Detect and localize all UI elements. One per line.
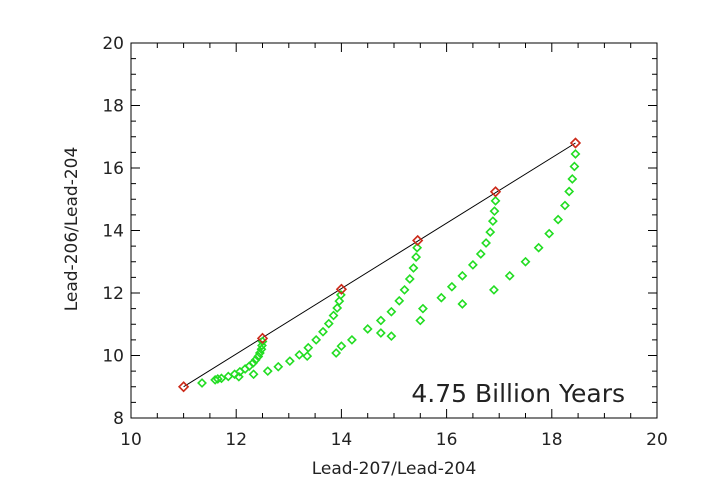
evolution-point — [399, 284, 410, 295]
evolution-point — [504, 270, 515, 281]
evolution-point — [520, 256, 531, 267]
isochron-point — [335, 283, 348, 295]
isochron-line-layer — [183, 142, 576, 388]
isochron-line — [183, 142, 576, 388]
evolution-point — [375, 328, 386, 338]
y-tick-label: 20 — [102, 34, 124, 54]
evolution-point — [375, 315, 386, 326]
evolution-point — [318, 326, 328, 337]
evolution-point — [489, 284, 499, 295]
evolution-point — [570, 149, 581, 159]
y-tick-label: 16 — [102, 159, 124, 179]
evolution-point — [560, 200, 570, 211]
evolution-point — [467, 259, 478, 270]
y-tick-label: 12 — [102, 284, 124, 304]
evolution-point — [233, 371, 244, 382]
evolution-point — [331, 348, 342, 358]
evolution-point — [362, 324, 373, 334]
evolution-point — [336, 341, 347, 352]
isochron-point — [256, 332, 269, 344]
y-axis-label: Lead-206/Lead-204 — [62, 147, 82, 312]
evolution-point — [328, 310, 339, 321]
x-tick-label: 12 — [225, 430, 247, 450]
isochron-point — [489, 186, 502, 198]
y-tick-label: 10 — [102, 347, 124, 367]
isochron-point — [569, 137, 582, 149]
evolution-point — [475, 249, 486, 259]
evolution-point — [273, 361, 284, 372]
evolution-point — [564, 186, 575, 197]
evolution-point — [533, 242, 544, 253]
y-tick-label: 18 — [102, 97, 124, 117]
evolution-point — [490, 195, 501, 206]
evolution-point — [415, 315, 426, 326]
evolution-point — [386, 331, 397, 342]
evolution-point — [569, 161, 580, 172]
evolution-point — [311, 334, 322, 345]
data-points — [177, 137, 582, 393]
evolution-point — [446, 281, 457, 292]
y-tick-label: 8 — [113, 409, 124, 429]
plot-frame — [130, 42, 658, 419]
evolution-point — [544, 228, 555, 239]
x-tick-label: 18 — [541, 430, 563, 450]
x-tick-label: 16 — [436, 430, 458, 450]
age-annotation: 4.75 Billion Years — [411, 379, 625, 408]
evolution-point — [436, 292, 447, 303]
x-tick-label: 14 — [331, 430, 353, 450]
evolution-point — [212, 374, 223, 384]
x-axis-label: Lead-207/Lead-204 — [312, 459, 477, 479]
isochron-point — [177, 381, 190, 393]
evolution-point — [335, 289, 346, 300]
evolution-point — [250, 354, 261, 365]
evolution-point — [457, 270, 468, 281]
x-tick-label: 20 — [646, 430, 668, 450]
evolution-point — [457, 299, 468, 309]
evolution-point — [567, 174, 578, 184]
evolution-point — [386, 306, 397, 317]
x-tick-label: 10 — [120, 430, 142, 450]
evolution-point — [284, 356, 295, 367]
evolution-point — [394, 295, 405, 306]
evolution-point — [487, 216, 498, 227]
evolution-point — [334, 296, 345, 307]
evolution-point — [412, 242, 423, 253]
evolution-point — [404, 274, 415, 284]
evolution-point — [303, 342, 314, 353]
evolution-point — [417, 303, 428, 314]
evolution-point — [411, 252, 422, 262]
evolution-point — [332, 303, 343, 313]
evolution-point — [248, 369, 259, 380]
y-tick-label: 14 — [102, 222, 124, 242]
evolution-point — [481, 238, 491, 248]
evolution-point — [197, 378, 207, 388]
evolution-point — [346, 334, 357, 345]
evolution-point — [489, 206, 500, 217]
evolution-point — [485, 227, 496, 237]
evolution-point — [323, 318, 334, 329]
evolution-point — [262, 366, 273, 377]
evolution-point — [302, 351, 313, 362]
isochron-point — [412, 234, 424, 247]
evolution-point — [553, 214, 564, 225]
evolution-point — [408, 263, 419, 273]
plot-border — [130, 42, 658, 419]
evolution-point — [248, 358, 258, 368]
evolution-point — [294, 349, 305, 360]
